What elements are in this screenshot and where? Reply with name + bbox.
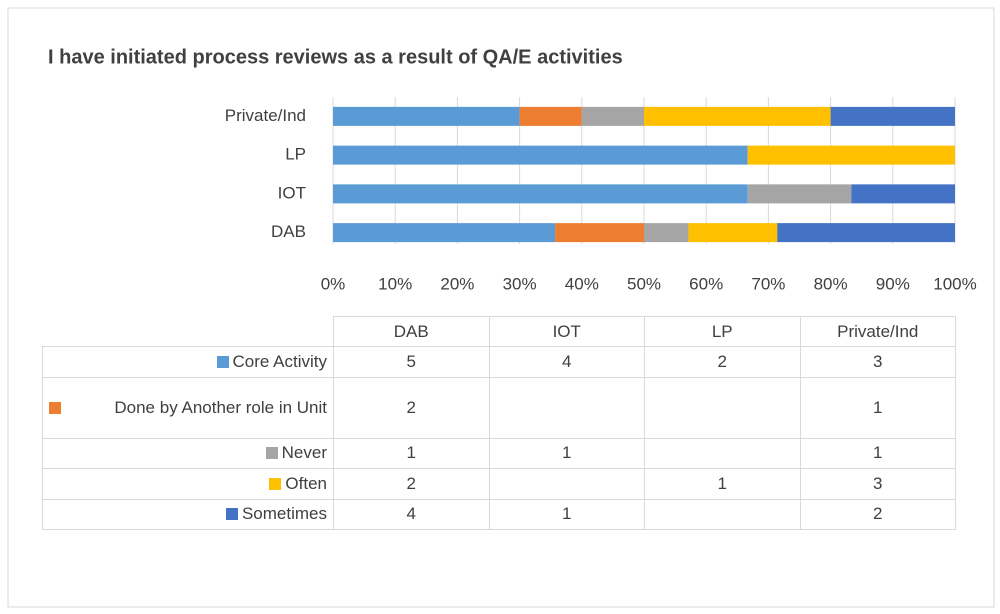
legend-entry: Core Activity [49, 352, 327, 372]
x-tick-label: 50% [627, 274, 661, 293]
x-tick-label: 100% [933, 274, 976, 293]
bar-segment [830, 106, 955, 126]
value-cell [644, 437, 801, 469]
legend-entry: Done by Another role in Unit [49, 398, 327, 418]
value-cell: 2 [333, 468, 490, 500]
value-cell: 5 [333, 346, 490, 378]
value-cell [488, 468, 645, 500]
header-cell: DAB [333, 316, 490, 347]
x-tick-label: 90% [876, 274, 910, 293]
y-tick-label: IOT [278, 183, 306, 202]
x-tick-label: 10% [378, 274, 412, 293]
x-tick-label: 40% [565, 274, 599, 293]
series-name-cell: Done by Another role in Unit [42, 376, 334, 439]
series-name-cell: Core Activity [42, 346, 334, 378]
legend-label: Core Activity [232, 351, 327, 371]
corner-cell [42, 316, 334, 347]
series-row: Core Activity 5 4 2 3 [42, 346, 956, 378]
value-cell: 1 [799, 376, 956, 439]
value-cell: 1 [488, 437, 645, 469]
value-cell: 2 [333, 376, 490, 439]
bar-segment [777, 223, 955, 243]
bar-segment [747, 145, 955, 165]
legend-entry: Never [49, 443, 327, 463]
bar-segment [581, 106, 644, 126]
x-tick-label: 30% [503, 274, 537, 293]
value-cell: 1 [799, 437, 956, 469]
series-row: Often 2 1 3 [42, 468, 956, 500]
x-tick-label: 70% [751, 274, 785, 293]
series-name-cell: Never [42, 437, 334, 469]
series-row: Done by Another role in Unit 2 1 [42, 376, 956, 439]
value-cell: 1 [644, 468, 801, 500]
x-tick-label: 80% [814, 274, 848, 293]
legend-label: Sometimes [241, 504, 327, 524]
legend-entry: Sometimes [49, 504, 327, 524]
legend-swatch [265, 447, 278, 460]
value-cell: 2 [644, 346, 801, 378]
legend-label: Never [281, 443, 327, 463]
legend-label: Often [285, 473, 327, 493]
data-table: DAB IOT LP Private/Ind Core Activity 5 4 2 3 Done… [42, 316, 956, 530]
value-cell: 4 [333, 498, 490, 530]
legend-label: Done by Another role in Unit [114, 397, 327, 417]
y-tick-label: LP [285, 145, 306, 164]
value-cell: 1 [333, 437, 490, 469]
y-tick-label: DAB [271, 222, 306, 241]
y-tick-label: Private/Ind [225, 106, 306, 125]
bar-segment [333, 184, 748, 204]
legend-swatch [216, 355, 229, 368]
bar-segment [333, 223, 556, 243]
value-cell: 3 [799, 468, 956, 500]
value-cell [644, 376, 801, 439]
legend-swatch [49, 401, 61, 414]
series-name-cell: Sometimes [42, 498, 334, 530]
bar-segment [333, 145, 748, 165]
bar-segment [851, 184, 955, 204]
value-cell [644, 498, 801, 530]
header-cell: LP [644, 316, 801, 347]
bar-segment [555, 223, 644, 243]
bar-segment [519, 106, 582, 126]
value-cell: 4 [488, 346, 645, 378]
chart-title: I have initiated process reviews as a re… [48, 46, 623, 68]
bar-segment [644, 223, 689, 243]
value-cell [488, 376, 645, 439]
header-row: DAB IOT LP Private/Ind [42, 316, 956, 347]
value-cell: 2 [799, 498, 956, 530]
bar-segment [688, 223, 778, 243]
series-name-cell: Often [42, 468, 334, 500]
x-tick-label: 60% [689, 274, 723, 293]
x-tick-label: 20% [440, 274, 474, 293]
value-cell: 1 [488, 498, 645, 530]
legend-swatch [269, 477, 282, 490]
bar-segment [644, 106, 831, 126]
value-cell: 3 [799, 346, 956, 378]
legend-swatch [225, 508, 238, 521]
bar-segment [747, 184, 852, 204]
series-row: Sometimes 4 1 2 [42, 498, 956, 530]
x-tick-label: 0% [321, 274, 346, 293]
bar-segment [333, 106, 520, 126]
header-cell: IOT [488, 316, 645, 347]
series-row: Never 1 1 1 [42, 437, 956, 469]
legend-entry: Often [49, 474, 327, 494]
header-cell: Private/Ind [799, 316, 956, 347]
